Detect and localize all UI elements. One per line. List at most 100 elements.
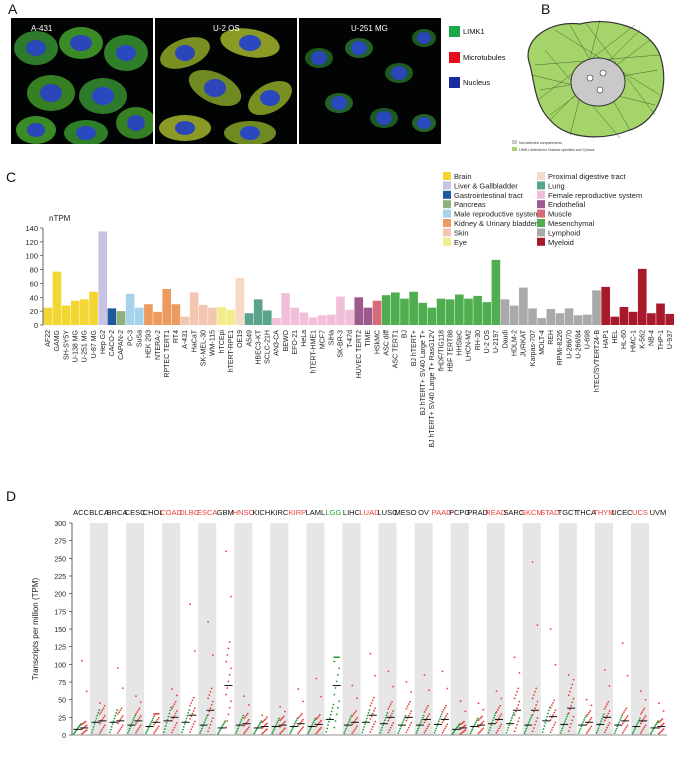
legend-swatch — [512, 147, 517, 151]
normal-dot — [223, 721, 226, 724]
bar — [354, 297, 364, 325]
tumor-dot — [189, 731, 191, 733]
normal-dot — [133, 716, 136, 719]
tumor-dot — [262, 731, 265, 734]
tumor-dot — [98, 731, 101, 734]
x-tick-label: CAPAN-2 — [118, 330, 125, 360]
bar — [299, 312, 309, 325]
tumor-dot — [228, 706, 231, 709]
legend-swatch — [537, 200, 545, 209]
normal-dot — [258, 723, 261, 726]
tumor-dot — [410, 722, 413, 724]
x-tick-label: hTCEpi — [219, 330, 226, 354]
x-tick-label: HEL — [612, 330, 619, 344]
tumor-dot — [103, 715, 106, 717]
tumor-dot — [588, 711, 591, 714]
normal-dot — [131, 721, 134, 724]
normal-dot — [474, 721, 477, 724]
tumor-dot — [549, 719, 552, 721]
tumor-dot — [85, 729, 88, 732]
x-tick-label: THP-1 — [658, 330, 665, 350]
tumor-dot — [190, 702, 193, 704]
tumor-dot — [463, 720, 465, 723]
tumor-dot — [374, 707, 377, 710]
x-tick-label: BJ — [402, 330, 409, 338]
cancer-type-label: UCS — [632, 508, 648, 517]
tumor-dot — [387, 707, 390, 710]
cancer-type-label: LAML — [306, 508, 326, 517]
legend-swatch — [443, 181, 451, 190]
tumor-dot — [225, 693, 228, 696]
bar — [281, 293, 290, 325]
tumor-dot — [603, 731, 606, 734]
normal-dot — [438, 717, 441, 720]
cancer-type-label: PCPG — [449, 508, 470, 517]
legend-label: Pancreas — [454, 200, 486, 209]
normal-dot — [237, 725, 240, 728]
normal-dot — [434, 729, 437, 732]
bar — [656, 303, 665, 325]
tumor-dot — [173, 703, 176, 705]
tumor-dot — [352, 713, 355, 716]
normal-dot — [330, 710, 333, 713]
tumor-dot — [553, 711, 556, 714]
tumor-dot — [370, 728, 373, 731]
tumor-dot — [230, 595, 232, 598]
normal-dot — [332, 703, 335, 706]
tumor-dot — [643, 716, 646, 719]
normal-dot — [204, 719, 207, 721]
x-tick-label: EFO-21 — [292, 330, 299, 355]
bar — [619, 306, 629, 325]
bar — [500, 299, 510, 325]
bar — [189, 292, 199, 325]
normal-dot — [526, 725, 529, 728]
tumor-dot — [642, 728, 645, 731]
normal-dot — [544, 721, 547, 724]
tumor-dot — [446, 723, 449, 726]
tumor-dot — [623, 711, 625, 714]
tumor-dot — [496, 729, 499, 732]
normal-dot — [128, 727, 131, 730]
normal-dot — [145, 732, 147, 735]
tumor-dot — [121, 715, 124, 717]
bar — [546, 309, 556, 325]
tumor-dot — [299, 714, 302, 717]
bar — [80, 299, 89, 325]
tumor-dot — [102, 726, 105, 729]
normal-dot — [325, 730, 328, 733]
tumor-dot — [621, 731, 624, 734]
normal-dot — [488, 729, 491, 732]
tumor-dot — [388, 705, 391, 708]
normal-dot — [328, 720, 330, 723]
tumor-dot — [121, 724, 124, 727]
tumor-dot — [352, 730, 355, 733]
nucleus-shape — [570, 57, 626, 107]
y-tick-label: 140 — [25, 224, 38, 233]
cancer-type-label: LGG — [326, 508, 342, 517]
tumor-dot — [191, 712, 194, 715]
tumor-dot — [209, 707, 212, 710]
tumor-dot — [117, 713, 119, 715]
bar — [125, 293, 135, 325]
tumor-dot — [410, 710, 413, 713]
tumor-dot — [536, 700, 539, 703]
tumor-dot — [567, 712, 570, 714]
cancer-type-label: LUSC — [378, 508, 399, 517]
tumor-dot — [98, 702, 101, 705]
cell-cluster — [159, 28, 292, 144]
x-tick-label: HeLa — [301, 330, 308, 347]
tumor-dot — [120, 726, 123, 729]
legend-swatch — [443, 200, 451, 209]
tumor-dot — [284, 720, 286, 723]
tumor-dot — [585, 732, 588, 734]
tumor-dot — [282, 722, 285, 724]
legend-label: Kidney & Urinary bladder — [454, 219, 538, 228]
cell-cluster — [305, 29, 436, 132]
normal-dot — [452, 731, 455, 734]
tumor-dot — [156, 718, 159, 721]
tumor-dot — [139, 724, 142, 727]
x-tick-label: HAP1 — [603, 330, 610, 348]
tumor-dot — [443, 717, 446, 720]
tumor-dot — [423, 731, 426, 734]
